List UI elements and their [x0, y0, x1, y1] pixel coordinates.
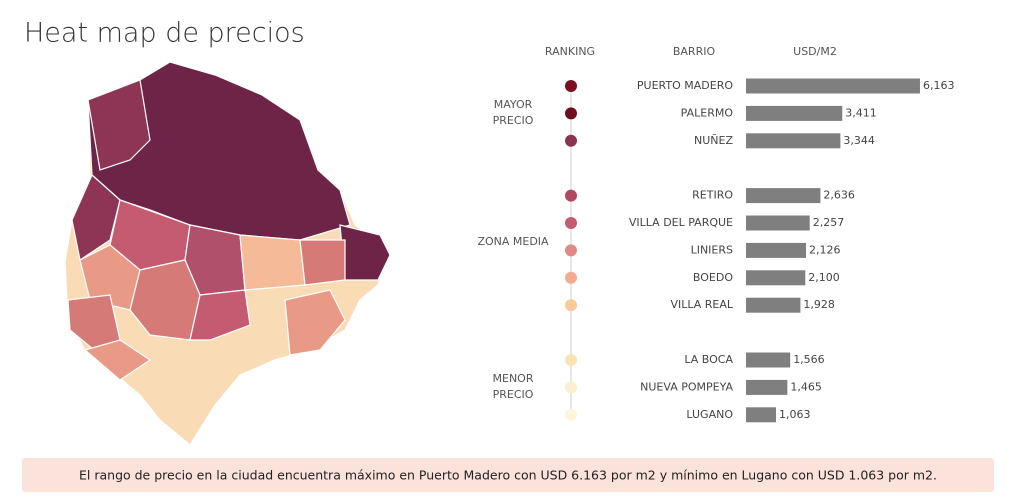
bar — [746, 379, 788, 395]
category-label: LA BOCA — [684, 353, 733, 366]
rank-dot — [565, 244, 577, 257]
category-label: PUERTO MADERO — [637, 79, 733, 92]
bar — [746, 407, 777, 423]
category-label: NUÑEZ — [694, 134, 733, 147]
rank-dot — [565, 354, 577, 366]
annotation-box — [22, 458, 994, 492]
rank-dot — [565, 107, 577, 120]
bar — [746, 352, 791, 368]
rank-dot — [565, 408, 577, 421]
annotation: El rango de precio en la ciudad encuentr… — [79, 468, 937, 483]
value-label: 3,411 — [845, 106, 877, 119]
column-header: USD/M2 — [793, 45, 837, 58]
category-label: VILLA DEL PARQUE — [629, 216, 733, 229]
category-label: RETIRO — [692, 189, 733, 202]
rank-dot — [565, 80, 577, 92]
rank-dot — [565, 271, 577, 284]
value-label: 2,257 — [813, 216, 845, 229]
bar — [746, 242, 807, 258]
rank-dot — [565, 189, 577, 202]
bar — [746, 105, 843, 121]
category-label: LUGANO — [686, 408, 733, 421]
value-label: 1,928 — [803, 298, 835, 311]
bar — [746, 297, 801, 313]
group-label: ZONA MEDIA — [477, 235, 549, 249]
column-header: BARRIO — [673, 45, 716, 58]
value-label: 2,100 — [808, 271, 840, 284]
value-label: 1,063 — [779, 408, 811, 421]
rank-dot — [565, 381, 577, 394]
category-label: BOEDO — [693, 271, 733, 284]
map — [64, 61, 391, 446]
category-label: LINIERS — [691, 243, 733, 256]
value-label: 1,465 — [790, 380, 822, 393]
rank-dot — [565, 299, 577, 312]
value-label: 3,344 — [843, 134, 875, 147]
bar — [746, 78, 920, 94]
category-label: VILLA REAL — [670, 298, 733, 311]
group-label: MAYOR PRECIO — [492, 98, 534, 128]
value-label: 1,566 — [793, 353, 825, 366]
value-label: 2,126 — [809, 243, 841, 256]
bar — [746, 270, 806, 286]
rank-dot — [565, 134, 577, 147]
value-label: 2,636 — [823, 189, 855, 202]
bar — [746, 188, 821, 204]
value-label: 6,163 — [923, 79, 955, 92]
column-header: RANKING — [545, 45, 595, 58]
bar — [746, 133, 841, 149]
bar — [746, 215, 810, 231]
title: Heat map de precios — [24, 18, 305, 49]
category-label: PALERMO — [681, 106, 734, 119]
category-label: NUEVA POMPEYA — [640, 380, 733, 393]
rank-dot — [565, 217, 577, 229]
group-label: MENOR PRECIO — [492, 372, 534, 402]
